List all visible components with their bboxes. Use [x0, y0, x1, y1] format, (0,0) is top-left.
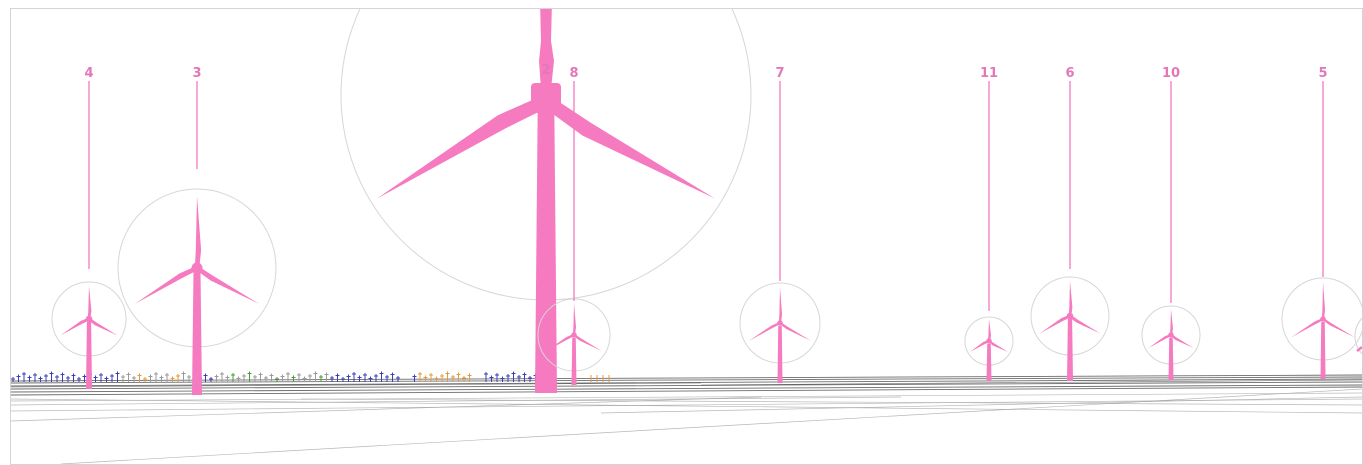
- terrain-contour: [300, 398, 1362, 406]
- turbine-tower: [1067, 319, 1073, 381]
- turbine-blade: [1321, 282, 1325, 319]
- turbine-label: 6: [1065, 66, 1074, 81]
- turbine-label: 10: [1162, 66, 1180, 81]
- turbine-blade: [134, 266, 199, 304]
- terrain-contour: [11, 392, 1362, 402]
- turbine-blade: [60, 317, 90, 336]
- terrain-contour: [600, 396, 1362, 414]
- terrain-contour: [11, 396, 902, 406]
- turbine-4: 4: [51, 66, 127, 389]
- terrain-line: [11, 381, 1362, 390]
- turbine-tower: [986, 344, 992, 381]
- turbine-blade: [969, 340, 990, 352]
- visualisation-canvas: 4 3 2 8 7 11 6 10 5: [10, 8, 1363, 465]
- turbine-label: 4: [84, 66, 93, 81]
- turbine-hub: [85, 315, 93, 323]
- rotor-swept-circle-partial: [1354, 317, 1362, 355]
- terrain-line: [700, 379, 1362, 386]
- turbine-blade-partial: [1356, 346, 1362, 352]
- terrain-contour: [11, 398, 1362, 412]
- turbine-hub: [1320, 316, 1326, 322]
- turbine-hub: [986, 338, 992, 344]
- turbine-tower: [192, 271, 202, 395]
- terrain-contour: [11, 396, 762, 422]
- turbine-blade: [748, 322, 781, 341]
- terrain-line: [11, 376, 1362, 384]
- terrain-line: [11, 384, 1362, 393]
- turbine-hub: [777, 320, 783, 326]
- turbine-tower: [1168, 338, 1174, 380]
- terrain-line: [11, 374, 1362, 382]
- turbine-tower: [535, 103, 557, 393]
- terrain-line: [11, 386, 1362, 396]
- turbine-blade: [377, 95, 550, 199]
- terrain-line: [11, 382, 702, 388]
- turbine-tower: [1320, 322, 1326, 379]
- turbine-blade: [573, 334, 602, 351]
- turbine-blade: [1322, 318, 1355, 338]
- turbine-blade: [1169, 309, 1173, 335]
- turbine-6: 6: [1030, 66, 1110, 381]
- turbines-layer: 4 3 2 8 7 11 6 10 5: [51, 9, 1362, 395]
- turbine-label: 2: [541, 63, 550, 78]
- turbine-10: 10: [1141, 66, 1201, 380]
- turbine-blade: [1068, 281, 1073, 316]
- terrain-line: [11, 378, 1362, 387]
- turbine-3: 3: [117, 66, 277, 395]
- turbine-label: 11: [980, 66, 998, 81]
- turbine-blade: [987, 319, 991, 341]
- turbine-11: 11: [964, 66, 1014, 381]
- turbine-blade: [1291, 318, 1324, 338]
- turbine-tower: [777, 326, 783, 383]
- turbine-7: 7: [739, 66, 821, 383]
- turbine-tower: [571, 338, 577, 385]
- turbine-label: 8: [569, 66, 578, 81]
- terrain-contour: [11, 398, 1362, 414]
- vegetation-markers: [11, 371, 610, 382]
- turbine-label: 5: [1318, 66, 1327, 81]
- turbine-blade: [542, 95, 715, 199]
- turbine-hub: [1168, 332, 1174, 338]
- turbine-blade: [1069, 314, 1101, 334]
- turbine-blade: [572, 303, 576, 335]
- turbine-hub: [571, 332, 577, 338]
- turbine-tower: [86, 322, 92, 389]
- turbine-label: 3: [192, 66, 201, 81]
- turbine-blade: [539, 9, 554, 89]
- turbine-blade: [1170, 334, 1194, 348]
- turbine-blade: [988, 340, 1009, 352]
- wind-turbine-photomontage: 4 3 2 8 7 11 6 10 5: [11, 9, 1362, 464]
- turbine-blade: [778, 287, 782, 323]
- turbine-blade: [87, 286, 92, 319]
- turbine-blade: [779, 322, 812, 341]
- turbine-blade: [88, 317, 118, 336]
- turbine-hub: [1066, 312, 1074, 320]
- turbine-label: 7: [775, 66, 784, 81]
- terrain-lines: [11, 374, 1362, 464]
- terrain-contour: [60, 388, 1362, 464]
- turbine-blade: [195, 266, 260, 304]
- turbine-blade: [194, 196, 202, 268]
- turbine-8: 8: [537, 66, 611, 385]
- turbine-5: 5: [1281, 66, 1362, 379]
- turbine-blade: [1039, 314, 1071, 334]
- turbine-blade: [546, 334, 575, 351]
- turbine-nacelle: [531, 83, 561, 113]
- turbine-2: 2: [340, 9, 752, 393]
- turbine-hub: [191, 262, 203, 274]
- turbine-blade: [1148, 334, 1172, 348]
